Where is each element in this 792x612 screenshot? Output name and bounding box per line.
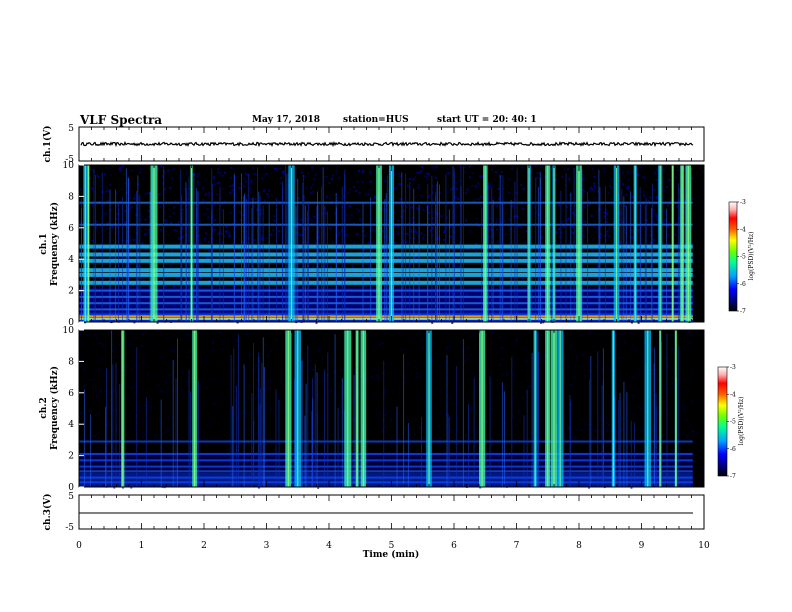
x-tick-label: 3 (264, 541, 270, 551)
x-tick-label: 5 (389, 541, 395, 551)
band-line (79, 470, 693, 473)
x-tick-label: 2 (201, 541, 207, 551)
band-line (79, 440, 693, 443)
x-tick-label: 4 (326, 541, 332, 551)
ch2-ylabel-freq: Frequency (kHz) (49, 366, 60, 450)
x-tick-label: 6 (451, 541, 457, 551)
freq-tick-label: 2 (68, 287, 74, 297)
freq-tick-label: 4 (68, 420, 74, 430)
ch1-ylabel: ch.1(V) (42, 126, 53, 163)
band-line (79, 453, 693, 455)
freq-tick-label: 6 (68, 224, 74, 234)
ch1-colorbar-ticks: -3 -4 -5 -6 -7 (737, 199, 746, 315)
x-tick-label: 0 (76, 541, 82, 551)
x-tick-label: 10 (698, 541, 710, 551)
x-tick-label: 1 (139, 541, 145, 551)
station-label: station=HUS (343, 115, 409, 125)
colorbar-tick-label: -5 (740, 254, 746, 261)
x-axis-label: Time (min) (363, 549, 420, 560)
x-tick-label: 8 (576, 541, 582, 551)
ch2-spectrogram-image (79, 330, 695, 489)
colorbar-tick-label: -5 (730, 419, 736, 426)
figure-title: VLF Spectra (80, 113, 163, 127)
freq-tick-label: 6 (68, 389, 74, 399)
ch2-colorbar-label: log(PSD)(V²/Hz) (738, 397, 745, 446)
band-line (79, 476, 693, 479)
colorbar-tick-label: -6 (730, 446, 736, 453)
colorbar-tick-label: -3 (730, 364, 736, 371)
band-line (79, 481, 693, 484)
ch1-yticks: 0 2 4 6 8 10 (63, 161, 704, 328)
ch2-colorbar: -3 -4 -5 -6 -7 log(PSD)(V²/Hz) (717, 364, 745, 480)
ch2-colorbar-ticks: -3 -4 -5 -6 -7 (727, 364, 736, 480)
ch3-ytick-top: 5 (68, 492, 74, 502)
ch2-spectrogram-panel: 0 2 4 6 8 10 ch.2 Frequency (kHz) (39, 326, 705, 493)
date-label: May 17, 2018 (252, 115, 320, 125)
ch2-yticks: 0 2 4 6 8 10 (63, 326, 704, 493)
freq-tick-label: 2 (68, 452, 74, 462)
ch3-ylabel: ch.3(V) (42, 494, 53, 531)
colorbar-tick-label: -7 (730, 473, 736, 480)
ch1-spectrogram-panel: 0 2 4 6 8 10 ch.1 Frequency (kHz) (39, 161, 705, 328)
start-time-label: start UT = 20: 40: 1 (437, 115, 537, 125)
ch1-ytick-top: 5 (68, 124, 74, 134)
ch1-waveform-trace (80, 141, 694, 148)
colorbar-tick-label: -6 (740, 281, 746, 288)
ch1-colorbar: -3 -4 -5 -6 -7 log(PSD)(V²/Hz) (728, 199, 755, 315)
band-line (79, 459, 693, 462)
colorbar-tick-label: -7 (740, 308, 746, 315)
band-line (79, 465, 693, 468)
x-tick-labels: 0 1 2 3 4 5 6 7 8 9 10 (76, 541, 710, 551)
ch1-ylabel-freq: Frequency (kHz) (49, 202, 60, 286)
x-tick-label: 9 (639, 541, 645, 551)
colorbar-tick-label: -4 (740, 226, 746, 233)
ch1-spectrogram-image (79, 165, 695, 324)
ch3-ytick-bottom: -5 (65, 523, 74, 533)
freq-tick-label: 10 (63, 326, 75, 336)
ch1-ylabel-channel: ch.1 (39, 233, 49, 254)
colorbar-tick-label: -4 (730, 391, 736, 398)
ch1-colorbar-label: log(PSD)(V²/Hz) (748, 232, 755, 281)
ch1-ytick-bottom: -5 (65, 155, 74, 165)
freq-tick-label: 10 (63, 161, 75, 171)
x-ticks (78, 127, 705, 529)
colorbar-tick-label: -3 (740, 199, 746, 206)
freq-tick-label: 0 (68, 483, 74, 493)
freq-tick-label: 8 (68, 192, 74, 202)
x-tick-label: 7 (514, 541, 520, 551)
ch2-ylabel-channel: ch.2 (39, 397, 49, 418)
freq-tick-label: 8 (68, 357, 74, 367)
freq-tick-label: 0 (68, 318, 74, 328)
freq-tick-label: 4 (68, 255, 74, 265)
